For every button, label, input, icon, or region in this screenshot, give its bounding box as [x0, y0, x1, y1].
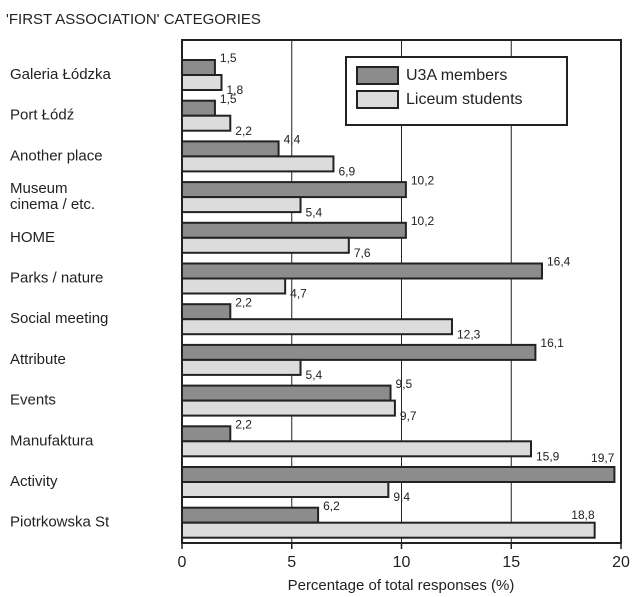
bar [181, 59, 216, 76]
value-label: 16,4 [547, 255, 571, 269]
value-label: 18,8 [571, 508, 595, 522]
value-label: 4,7 [290, 287, 307, 301]
bar [181, 196, 302, 214]
y-tick-label: Another place [10, 147, 103, 164]
bar [181, 440, 533, 458]
value-label: 10,2 [411, 214, 435, 228]
legend-swatch [356, 90, 399, 109]
value-label: 6,9 [338, 165, 355, 179]
y-tick-label: Manufaktura [10, 432, 94, 449]
bar [181, 140, 280, 158]
bar [181, 425, 232, 443]
bar [181, 481, 390, 498]
bar [181, 236, 350, 254]
value-label: 1,5 [220, 51, 237, 65]
y-tick-label: Port Łódź [10, 107, 74, 124]
value-label: 2,2 [235, 124, 252, 138]
bar [181, 506, 320, 524]
y-tick-label: Parks / nature [10, 269, 103, 286]
bar [181, 303, 232, 321]
legend-label: U3A members [406, 67, 507, 84]
value-label: 2,2 [235, 295, 252, 309]
bar [181, 99, 216, 117]
value-label: 9,7 [400, 409, 417, 423]
value-label: 10,2 [411, 173, 435, 187]
bar [181, 466, 616, 483]
bar [181, 318, 453, 336]
bar [181, 343, 537, 361]
bar [181, 155, 335, 173]
value-label: 19,7 [591, 451, 615, 465]
y-tick-label: Social meeting [10, 310, 108, 327]
bar [181, 384, 392, 402]
value-label: 9,5 [396, 377, 413, 391]
value-label: 2,2 [235, 417, 252, 431]
value-label: 5,4 [306, 368, 323, 382]
y-tick-label: Piotrkowska St [10, 514, 110, 531]
bar [181, 74, 223, 91]
value-label: 15,9 [536, 449, 560, 463]
y-tick-label: Activity [10, 473, 58, 490]
value-label: 4,4 [284, 133, 301, 147]
value-label: 7,6 [354, 246, 371, 260]
legend-label: Liceum students [406, 91, 523, 108]
x-tick-label: 0 [178, 554, 187, 571]
x-tick-label: 15 [502, 554, 520, 571]
value-label: 5,4 [306, 205, 323, 219]
bar [181, 114, 232, 132]
x-axis-label: Percentage of total responses (%) [288, 577, 515, 594]
legend-swatch [356, 66, 399, 85]
y-tick-label: Events [10, 392, 56, 409]
x-tick-label: 10 [393, 554, 411, 571]
y-tick-label: Galeria Łódzka [10, 66, 112, 83]
y-tick-label: HOME [10, 229, 55, 246]
chart-title: 'FIRST ASSOCIATION' CATEGORIES [6, 11, 261, 28]
bar [181, 221, 407, 239]
bar [181, 262, 543, 280]
bar [181, 277, 287, 295]
value-label: 1,5 [220, 92, 237, 106]
y-tick-label: Museum cinema / etc. [10, 180, 95, 213]
bar [181, 521, 596, 539]
value-label: 1,8 [227, 83, 244, 97]
y-tick-label: Attribute [10, 351, 66, 368]
bar [181, 358, 302, 376]
bar [181, 181, 407, 199]
value-label: 16,1 [540, 336, 564, 350]
value-label: 6,2 [323, 499, 340, 513]
x-tick-label: 20 [612, 554, 630, 571]
value-label: 12,3 [457, 327, 481, 341]
value-label: 9,4 [393, 490, 410, 504]
bar [181, 399, 396, 417]
x-tick-label: 5 [287, 554, 296, 571]
